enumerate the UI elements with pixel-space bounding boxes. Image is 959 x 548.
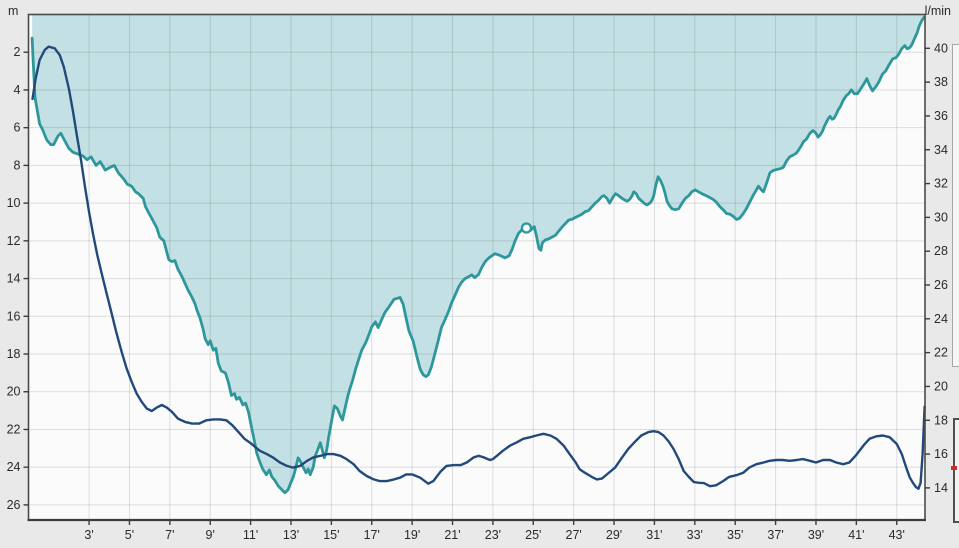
depth-axis-tick-label: 18 [7,347,21,361]
time-axis-tick-label: 41' [848,528,864,542]
depth-axis-tick-label: 20 [7,385,21,399]
profile-event-marker[interactable] [520,222,533,234]
rmv-axis-tick-label: 32 [934,177,948,191]
depth-axis-tick-label: 24 [7,460,21,474]
rmv-axis-tick-label: 34 [934,143,948,157]
depth-axis-tick-label: 14 [7,272,21,286]
rmv-axis-tick-label: 26 [934,278,948,292]
time-axis-tick-label: 11' [243,528,258,542]
rmv-axis-tick-label: 38 [934,75,948,89]
time-axis-tick-label: 9' [206,528,215,542]
time-axis-tick-label: 43' [889,528,905,542]
time-axis-tick-label: 5' [125,528,134,542]
time-axis-tick-label: 39' [808,528,824,542]
depth-profile-line[interactable] [30,15,926,495]
right-edge-panel-top [952,44,959,367]
rmv-axis-unit-label: l/min [924,4,951,18]
time-axis-tick-label: 27' [566,528,582,542]
gas-consumption-line[interactable] [31,45,926,490]
time-axis-tick-label: 21' [444,528,460,542]
right-edge-panel-bottom [953,418,959,523]
time-axis-tick-label: 33' [687,528,703,542]
depth-axis-tick-label: 22 [7,422,21,436]
depth-axis-tick-label: 6 [14,121,21,135]
depth-axis-tick-label: 16 [7,309,21,323]
rmv-axis-tick-label: 18 [934,413,948,427]
red-marker-tick [951,466,957,470]
time-axis-tick-label: 35' [727,528,743,542]
time-axis-tick-label: 15' [323,528,339,542]
time-axis-tick-label: 19' [404,528,420,542]
depth-axis-tick-label: 2 [14,45,21,59]
rmv-axis-tick-label: 20 [934,379,948,393]
time-axis-tick-label: 25' [525,528,541,542]
rmv-axis-tick-label: 14 [934,481,948,495]
depth-area-fill [32,14,925,493]
rmv-axis-tick-label: 30 [934,210,948,224]
depth-axis-tick-label: 26 [7,498,21,512]
rmv-axis-tick-label: 40 [934,41,948,55]
depth-axis-tick-label: 4 [14,83,21,97]
depth-axis-unit-label: m [8,4,19,18]
time-axis-tick-label: 3' [84,528,93,542]
time-axis-tick-label: 23' [485,528,501,542]
depth-axis-tick-label: 8 [14,158,21,172]
depth-axis-tick-label: 12 [7,234,21,248]
rmv-axis-tick-label: 36 [934,109,948,123]
time-axis-tick-label: 13' [283,528,299,542]
rmv-axis-tick-label: 24 [934,312,948,326]
rmv-axis-tick-label: 22 [934,346,948,360]
time-axis-tick-label: 37' [767,528,783,542]
time-axis-tick-label: 31' [646,528,662,542]
time-axis-tick-label: 17' [364,528,380,542]
rmv-axis-tick-label: 16 [934,447,948,461]
time-axis-tick-label: 7' [165,528,174,542]
depth-axis-tick-label: 10 [7,196,21,210]
time-axis-tick-label: 29' [606,528,622,542]
rmv-axis-tick-label: 28 [934,244,948,258]
